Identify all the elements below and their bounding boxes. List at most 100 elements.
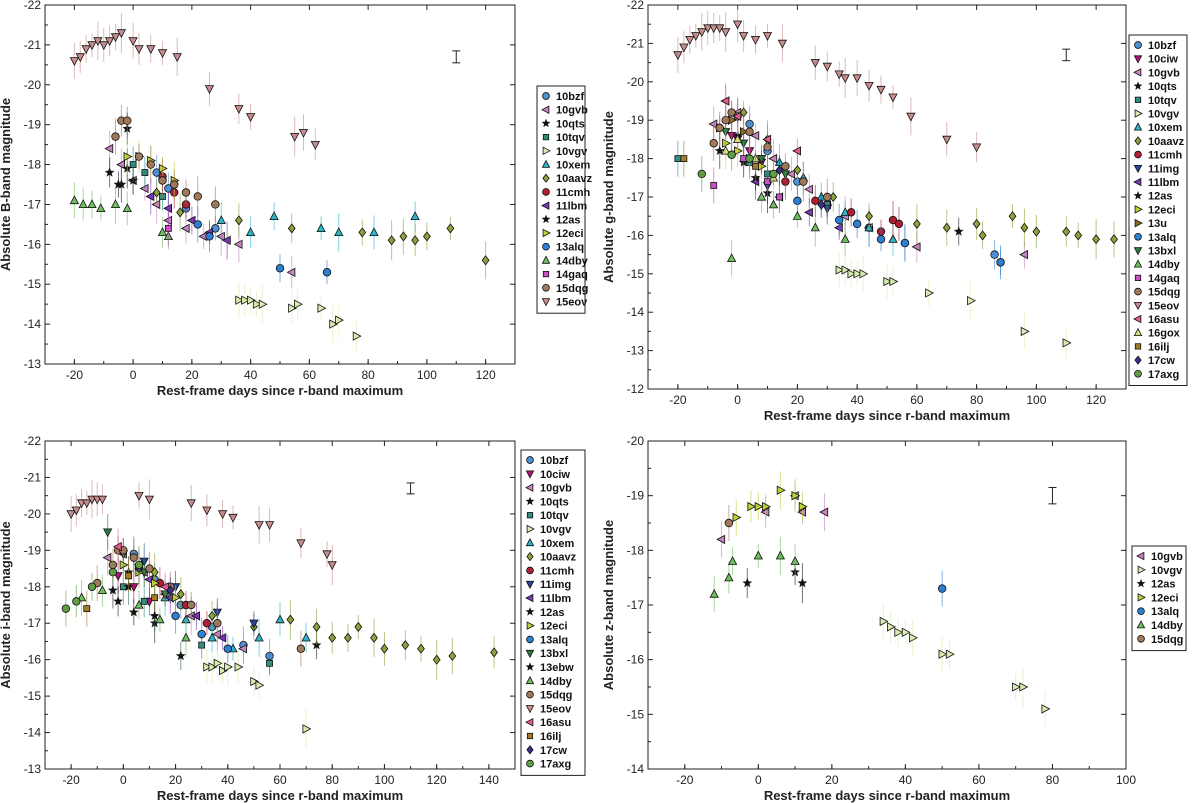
data-point — [228, 513, 238, 523]
legend-label: 14dby — [1151, 620, 1184, 632]
data-point — [781, 162, 790, 171]
data-point — [234, 105, 244, 114]
data-point — [762, 501, 771, 512]
data-point — [727, 108, 736, 117]
legend-label: 11lbm — [540, 593, 571, 605]
x-tick-label: 60 — [972, 773, 986, 787]
data-point — [720, 96, 730, 106]
data-point — [726, 253, 737, 263]
legend-label: 10bzf — [1148, 40, 1176, 52]
legend-marker — [1134, 96, 1142, 103]
data-point — [286, 267, 296, 277]
series-13alq — [793, 182, 1005, 280]
data-point — [804, 184, 813, 194]
series-13alq — [193, 206, 332, 285]
legend-label: 11img — [1148, 163, 1179, 175]
data-point — [945, 649, 955, 659]
x-axis-label: Rest-frame days since r-band maximum — [157, 788, 403, 803]
data-point — [724, 518, 734, 528]
series-17cw — [775, 155, 826, 218]
data-point — [329, 319, 339, 329]
x-tick-label: 0 — [755, 773, 762, 787]
data-point — [217, 510, 228, 520]
y-tick-label: -20 — [24, 507, 42, 521]
legend-label: 10vgv — [556, 146, 588, 158]
plot-frame — [647, 4, 1127, 390]
data-point — [119, 583, 127, 591]
legend-marker — [1136, 551, 1145, 561]
data-point — [852, 219, 862, 229]
legend-label: 13u — [1148, 218, 1167, 230]
data-point — [1020, 222, 1029, 233]
data-point — [972, 218, 981, 229]
series-14gaq — [164, 210, 172, 247]
data-point — [369, 227, 379, 237]
data-point — [75, 53, 85, 63]
data-point — [810, 222, 820, 232]
data-point — [776, 485, 786, 495]
data-point — [180, 223, 190, 234]
x-tick-label: 20 — [825, 773, 839, 787]
data-point — [847, 269, 857, 279]
data-point — [745, 154, 754, 163]
data-point — [83, 605, 91, 613]
data-point — [213, 658, 223, 668]
data-point — [316, 223, 326, 233]
legend-marker — [526, 745, 534, 755]
data-point — [159, 582, 169, 592]
legend-label: 10aavz — [540, 552, 577, 564]
data-point — [97, 585, 108, 594]
legend-label: 16asu — [540, 717, 571, 729]
x-tick-label: 120 — [1086, 393, 1106, 407]
legend-marker — [1134, 232, 1142, 241]
series-10aavz — [129, 545, 499, 680]
data-point — [876, 85, 886, 95]
data-point — [752, 162, 759, 170]
legend-label: 11lbm — [556, 201, 587, 213]
legend-label: 16ilj — [1148, 341, 1169, 353]
legend-label: 10qts — [556, 118, 585, 130]
data-point — [151, 199, 161, 210]
data-point — [967, 296, 976, 306]
legend-label: 10aavz — [556, 173, 593, 185]
data-point — [155, 614, 165, 624]
legend-marker — [525, 537, 535, 547]
data-point — [410, 211, 420, 221]
legend-marker — [541, 255, 551, 264]
data-point — [197, 629, 206, 639]
legend-marker — [1134, 136, 1142, 146]
data-point — [186, 215, 196, 226]
data-point — [113, 179, 124, 189]
data-point — [233, 239, 243, 249]
x-tick-label: 60 — [910, 393, 924, 407]
series-14dby — [726, 181, 850, 277]
data-point — [145, 191, 155, 202]
y-tick-label: -15 — [24, 689, 42, 703]
data-point — [116, 29, 127, 39]
chart-panel-1: -20 0 20 40 60 80 100 120 -13 -14 -15 -16 -17 -18 -19 -… — [0, 0, 516, 398]
data-point — [211, 200, 220, 209]
x-tick-label: 60 — [303, 368, 317, 382]
data-point — [134, 152, 144, 161]
data-point — [823, 192, 832, 202]
data-point — [146, 45, 156, 55]
data-point — [864, 82, 874, 91]
data-point — [889, 276, 899, 287]
data-point — [894, 627, 904, 637]
y-tick-label: -14 — [24, 726, 42, 740]
series-10aavz — [739, 100, 1119, 260]
data-point — [221, 235, 231, 245]
x-tick-label: 40 — [850, 393, 864, 407]
data-point — [205, 232, 214, 241]
data-point — [128, 607, 139, 617]
data-point — [810, 59, 820, 68]
legend-marker — [542, 228, 551, 238]
legend-label: 15dqg — [540, 690, 572, 702]
data-point — [727, 556, 738, 565]
data-point — [793, 196, 802, 206]
data-point — [69, 57, 80, 67]
data-point — [978, 230, 987, 241]
data-point — [170, 180, 179, 189]
data-point — [158, 176, 167, 185]
